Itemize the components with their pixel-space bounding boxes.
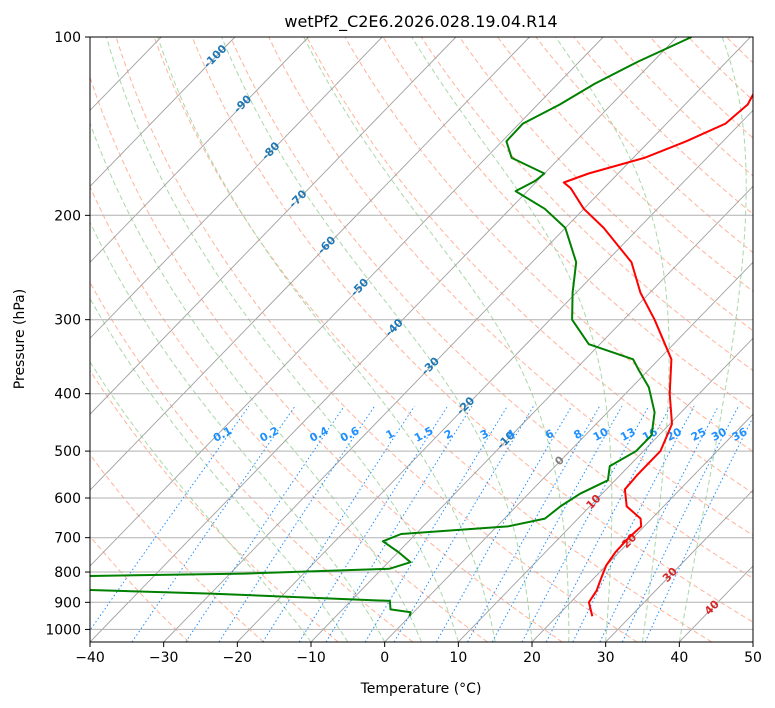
mixing-ratio-line [521,405,650,642]
dry-adiabat-line [573,37,753,215]
moist-adiabat-line [105,37,459,642]
y-tick-label: 1000 [45,622,81,638]
y-tick-label: 900 [54,595,81,611]
mixing-ratio-line [467,405,601,642]
moist-adiabat-line [678,37,747,642]
mixing-ratio-label: 30 [709,425,729,444]
mixing-ratio-line [262,405,415,642]
mixing-ratio-line [364,405,508,642]
isotherm-line [90,37,236,188]
mixing-ratio-label: 13 [618,425,638,444]
x-tick-label: 50 [744,650,762,666]
x-tick-label: −20 [223,650,253,666]
mixing-ratio-lines [90,405,753,642]
isotherm-line [384,261,753,642]
y-tick-label: 400 [54,387,81,403]
dewpoint-trace [90,37,693,617]
isotherms [90,37,753,642]
dry-adiabat-line [306,37,753,494]
mixing-ratio-label: 36 [730,425,750,444]
mixing-ratio-line [90,405,250,632]
isotherm-line [310,185,753,642]
plot-frame [89,36,754,643]
dry-adiabat-line [153,37,712,642]
mixing-ratio-line [572,405,695,642]
mixing-ratio-label: 25 [689,425,709,444]
x-axis-label: Temperature (°C) [360,681,482,697]
mixing-ratio-line [218,405,375,642]
mixing-ratio-label: 16 [640,425,660,444]
isotherm-line [90,37,383,339]
dry-adiabat-line [90,281,414,642]
mixing-ratio-line [393,405,534,642]
dry-adiabat-line [497,37,753,293]
x-tick-label: 0 [380,650,389,666]
y-tick-label: 600 [54,491,81,507]
isotherm-line [457,337,753,642]
isotherm-line [163,37,751,642]
sounding-traces [90,37,753,617]
moist-adiabat-line [90,297,349,642]
x-tick-label: 40 [670,650,688,666]
y-tick-label: 800 [54,565,81,581]
x-tick-label: 30 [597,650,615,666]
dry-adiabat-line [90,535,190,642]
mixing-ratio-line [185,405,345,642]
x-tick-label: −30 [149,650,179,666]
isotherm-line [90,37,530,491]
moist-adiabats [90,37,747,642]
dry-adiabat-line [90,75,563,642]
dry-adiabat-line [382,37,753,412]
isotherm-line [90,37,604,567]
isotherm-line [531,413,753,642]
y-tick-label: 300 [54,313,81,329]
moist-adiabat-line [221,37,533,642]
x-tick-label: 10 [449,650,467,666]
plot-area: -100-90-80-70-60-50-40-30-20-10010203040… [90,37,753,642]
moist-adiabat-line [303,37,570,642]
mixing-ratio-line [491,405,623,642]
dry-adiabat-line [230,37,753,579]
x-tick-label: −40 [75,650,105,666]
mixing-ratio-line [435,405,573,642]
dry-adiabat-line [115,37,638,642]
y-axis: 100 200 300 400 500 600 700 800 900 1000 [45,30,90,638]
isobar-gridlines [90,37,753,630]
y-tick-label: 500 [54,444,81,460]
temperature-trace [562,92,753,617]
moist-adiabat-line [411,37,613,642]
moist-adiabat-line [157,37,496,642]
x-axis: −40 −30 −20 −10 0 10 20 30 40 50 [75,642,762,666]
x-tick-label: −10 [296,650,326,666]
moist-adiabat-line [555,37,670,642]
dry-adiabat-line [535,37,753,254]
isotherm-line [90,37,309,263]
dry-adiabat-line [90,185,488,642]
x-tick-label: 20 [523,650,541,666]
y-tick-label: 700 [54,531,81,547]
dry-adiabat-line [191,37,753,623]
dry-adiabat-line [611,37,753,177]
chart-title: wetPf2_C2E6.2026.028.19.04.R14 [284,12,557,32]
isotherm-line [90,37,457,415]
isotherm-line [90,37,678,642]
isotherm-line [605,489,753,642]
isotherm-line [236,109,753,642]
dry-adiabat-line [420,37,753,372]
y-tick-label: 200 [54,208,81,224]
moist-adiabat-line [90,221,386,642]
y-tick-label: 100 [54,30,81,46]
y-axis-label: Pressure (hPa) [12,289,28,389]
mixing-ratio-label: 10 [591,425,611,444]
mixing-ratio-line [545,405,671,642]
